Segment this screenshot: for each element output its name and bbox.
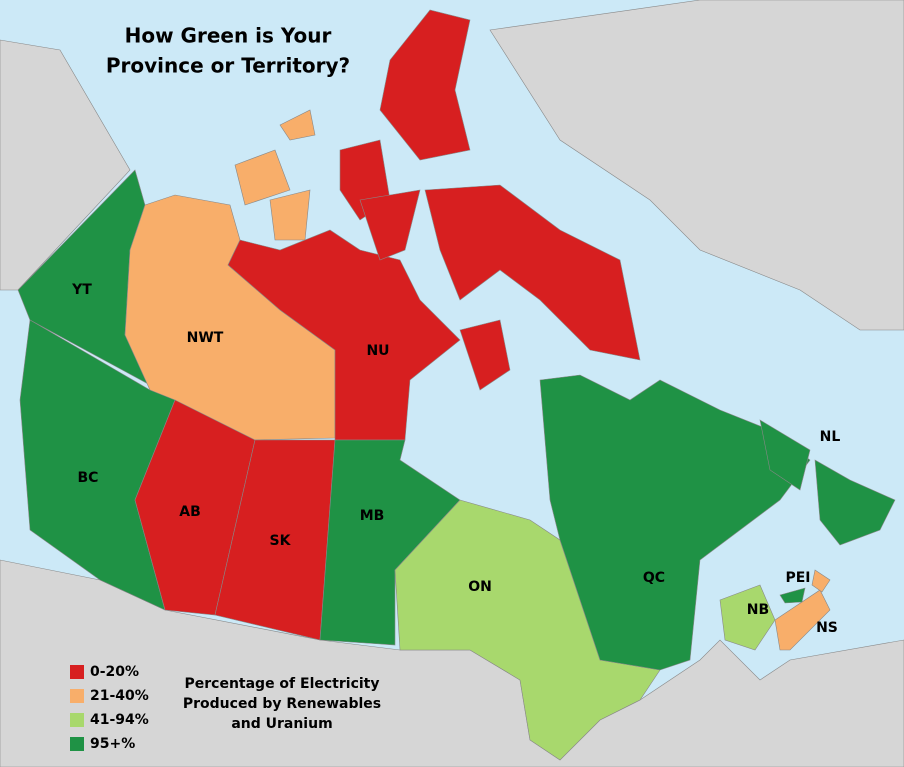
ns-shape [774,589,831,651]
region-label: NB [747,602,769,618]
nu-island [359,189,421,261]
legend-swatch [70,737,84,751]
legend-label: 0-20% [90,664,139,680]
region [227,9,641,441]
labrador-shape [759,419,811,491]
region-label: YT [71,282,92,298]
region-label: NL [820,429,841,445]
nu-island [379,9,471,161]
region-label: MB [360,508,385,524]
nwt-island [234,149,291,206]
caption-line: Produced by Renewables [183,696,381,712]
region [134,399,256,616]
pei-shape [779,587,806,604]
region-label: BC [78,470,99,486]
title-line: Province or Territory? [106,54,350,78]
legend-swatch [70,713,84,727]
nu-island [459,319,511,391]
region-label: ON [468,579,492,595]
region-label: SK [270,533,292,549]
region-label: NWT [187,330,224,346]
caption-line: Percentage of Electricity [184,676,379,692]
cape-breton-shape [811,569,831,593]
title-line: How Green is Your [125,24,332,48]
nwt-island [279,109,316,141]
newfoundland-shape [814,459,896,546]
ab-shape [134,399,256,616]
region-label: QC [643,570,665,586]
region-label: NS [816,620,838,636]
caption-line: and Uranium [231,716,332,732]
greenland [489,0,904,331]
nu-island [424,184,641,361]
region-label: NU [366,343,389,359]
region [774,569,831,651]
legend-label: 41-94% [90,712,149,728]
legend-label: 21-40% [90,688,149,704]
region [759,419,896,546]
legend-label: 95+% [90,736,135,752]
region [539,374,811,671]
region-label: AB [179,504,201,520]
region [719,584,776,651]
region-label: PEI [785,570,810,586]
region [779,587,806,604]
legend-swatch [70,665,84,679]
alaska [0,39,131,291]
qc-shape [539,374,811,671]
nb-shape [719,584,776,651]
region [124,109,336,441]
nu-shape [227,229,461,441]
legend-swatch [70,689,84,703]
